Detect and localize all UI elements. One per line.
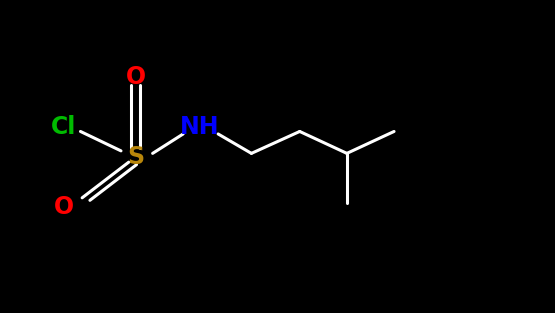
Text: O: O (54, 195, 74, 218)
Text: O: O (126, 65, 146, 89)
Text: S: S (128, 145, 144, 168)
Text: NH: NH (180, 115, 220, 139)
Text: Cl: Cl (51, 115, 77, 139)
